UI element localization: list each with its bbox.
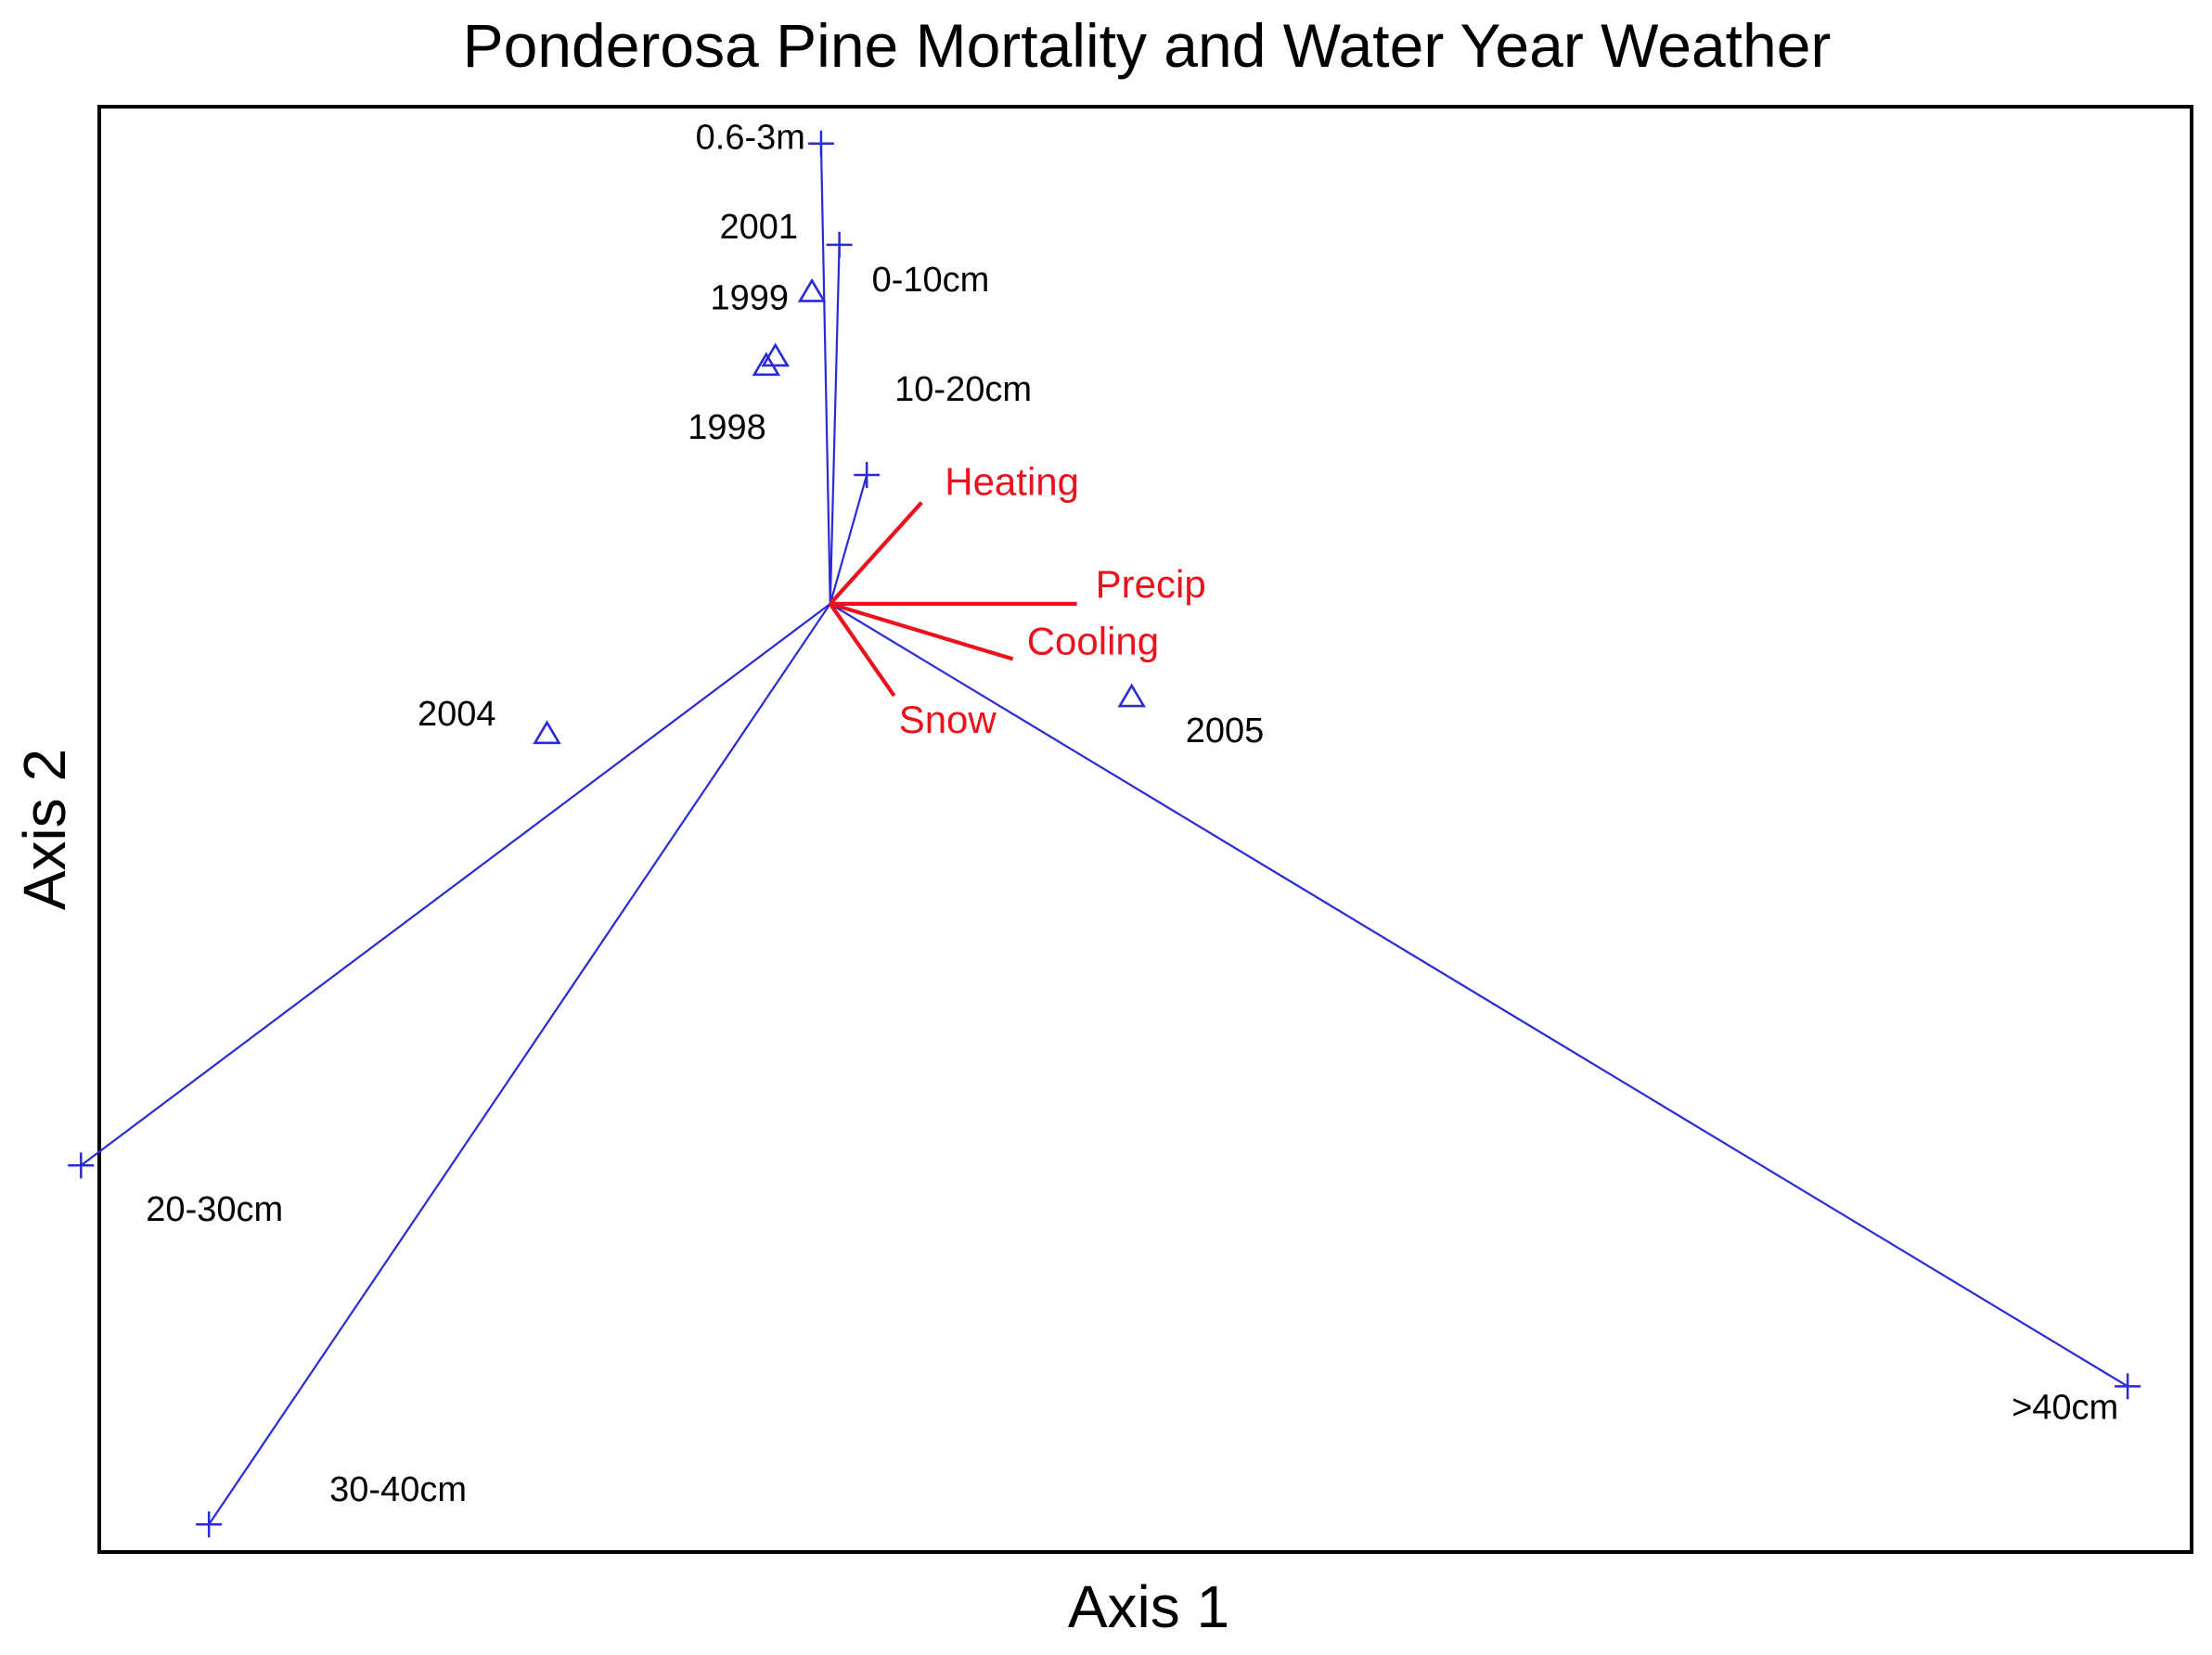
- marker-layer: [68, 130, 2141, 1538]
- env-label-heating: Heating: [945, 460, 1079, 504]
- species-vector-10-20cm: [829, 474, 868, 605]
- species-vector-0-10cm: [829, 244, 841, 604]
- point-label-10-20cm: 10-20cm: [894, 370, 1032, 409]
- species-cross-20-30cm: [68, 1152, 95, 1179]
- species-vector-30-40cm: [208, 603, 831, 1525]
- year-triangle-1999: [797, 277, 827, 302]
- point-label-40cm: >40cm: [2012, 1388, 2118, 1427]
- species-cross-10-20cm: [854, 461, 881, 488]
- point-label-30-40cm: 30-40cm: [329, 1470, 467, 1509]
- env-vector-cooling: [830, 601, 1014, 661]
- env-label-precip: Precip: [1096, 562, 1206, 606]
- year-triangle-2004: [533, 720, 561, 745]
- plot-frame: [97, 105, 2193, 1554]
- species-vector-40cm: [830, 602, 2128, 1388]
- point-label-1998: 1998: [688, 408, 766, 447]
- env-label-snow: Snow: [899, 698, 997, 741]
- year-triangle-point-1: [761, 342, 790, 367]
- label-layer: 0.6-3m 0-10cm 10-20cm 20-30cm 30-40cm >40cm 19…: [146, 119, 2118, 1510]
- point-label-2005: 2005: [1186, 712, 1265, 751]
- vector-layer: [80, 143, 2128, 1525]
- point-label-20-30cm: 20-30cm: [146, 1190, 283, 1229]
- point-label-0-6-3m: 0.6-3m: [696, 119, 805, 158]
- species-cross-30-40cm: [196, 1511, 223, 1538]
- point-label-2001: 2001: [720, 208, 799, 247]
- species-vector-0-6-3m: [819, 143, 831, 604]
- env-vector-snow: [829, 602, 896, 698]
- point-label-1999: 1999: [711, 278, 790, 317]
- species-cross-40cm: [2115, 1373, 2141, 1400]
- point-label-0-10cm: 0-10cm: [872, 261, 990, 300]
- species-cross-0-6-3m: [807, 130, 834, 157]
- species-vector-20-30cm: [80, 602, 831, 1167]
- y-axis-label: Axis 2: [11, 749, 78, 910]
- env-vector-heating: [829, 501, 923, 606]
- x-axis-label: Axis 1: [1068, 1573, 1229, 1640]
- year-triangle-1998: [752, 352, 781, 377]
- species-cross-0-10cm: [826, 231, 853, 258]
- env-label-cooling: Cooling: [1027, 619, 1159, 662]
- chart-title: Ponderosa Pine Mortality and Water Year …: [463, 11, 1832, 80]
- point-label-2004: 2004: [418, 695, 496, 734]
- year-triangle-2005: [1117, 683, 1147, 708]
